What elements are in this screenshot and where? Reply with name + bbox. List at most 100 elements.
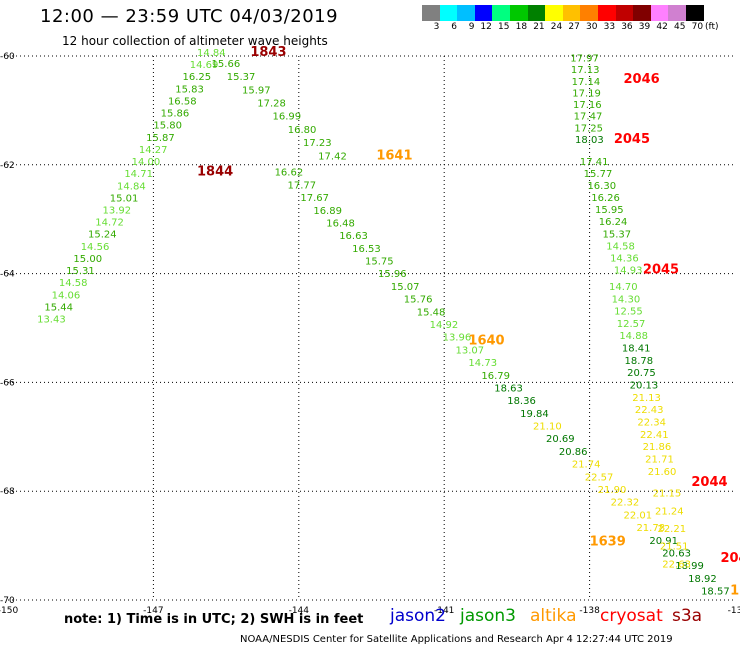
wave-height-value: 17.14 (572, 77, 601, 88)
wave-height-value: 16.63 (339, 231, 368, 242)
wave-height-value: 21.74 (572, 460, 601, 471)
scale-swatch (685, 5, 704, 21)
wave-height-value: 12.55 (614, 307, 643, 318)
wave-height-value: 16.58 (168, 96, 197, 107)
wave-height-value: 17.25 (574, 123, 603, 134)
note-text: note: 1) Time is in UTC; 2) SWH is in fe… (64, 612, 364, 627)
lat-tick-label: -60 (0, 52, 15, 62)
scale-label: 70 (691, 22, 704, 32)
scale-label: 3 (433, 22, 440, 32)
color-scale (422, 5, 704, 21)
wave-height-value: 12.57 (617, 319, 646, 330)
lon-tick-label: -138 (579, 606, 600, 616)
wave-height-value: 15.31 (66, 266, 95, 277)
wave-height-value: 15.75 (365, 257, 394, 268)
lon-tick-label: -150 (0, 606, 18, 616)
wave-height-value: 14.73 (468, 358, 497, 369)
lat-tick-label: -64 (0, 270, 15, 280)
wave-height-value: 20.63 (662, 548, 691, 559)
wave-height-value: 14.93 (614, 266, 643, 277)
wave-height-value: 16.80 (288, 125, 317, 136)
wave-height-value: 18.03 (575, 135, 604, 146)
wave-height-value: 15.48 (417, 307, 446, 318)
pass-label: 163 (730, 584, 740, 599)
scale-swatch (650, 5, 669, 21)
scale-label: 45 (674, 22, 686, 32)
wave-height-value: 16.53 (352, 244, 381, 255)
pass-label: 2045 (614, 132, 650, 147)
wave-height-value: 13.07 (456, 345, 485, 356)
wave-height-value: 16.89 (313, 206, 342, 217)
wave-height-value: 15.87 (146, 133, 175, 144)
scale-label: 39 (638, 22, 651, 32)
wave-height-value: 14.27 (139, 145, 168, 156)
wave-height-value: 18.78 (624, 356, 653, 367)
wave-height-value: 15.95 (595, 205, 624, 216)
wave-height-value: 21.10 (533, 422, 562, 433)
wave-height-value: 14.92 (430, 320, 459, 331)
wave-height-value: 13.92 (103, 206, 132, 217)
wave-height-value: 18.36 (507, 396, 536, 407)
wave-height-value: 14.72 (95, 218, 124, 229)
wave-height-value: 20.69 (546, 434, 575, 445)
wave-height-value: 16.99 (272, 112, 301, 123)
wave-height-value: 17.19 (572, 88, 601, 99)
wave-height-value: 16.25 (182, 72, 211, 83)
wave-height-value: 14.88 (619, 331, 648, 342)
lat-tick-label: -68 (0, 487, 15, 497)
wave-height-value: 17.41 (580, 157, 609, 168)
wave-height-value: 22.43 (635, 405, 664, 416)
wave-height-value: 22.32 (611, 498, 640, 509)
wave-height-value: 15.76 (404, 295, 433, 306)
scale-swatch (422, 5, 440, 21)
wave-height-value: 16.48 (326, 218, 355, 229)
scale-label: 9 (468, 22, 475, 32)
pass-label: 2045 (643, 263, 679, 278)
pass-label: 1641 (376, 148, 412, 163)
wave-height-value: 21.86 (643, 442, 672, 453)
wave-height-value: 17.42 (318, 151, 347, 162)
wave-height-value: 21.60 (648, 467, 677, 478)
wave-height-value: 21.24 (655, 506, 684, 517)
wave-height-value: 15.44 (44, 302, 73, 313)
pass-label: 1843 (250, 45, 286, 60)
scale-label: 27 (568, 22, 580, 32)
lon-tick-label: -144 (289, 606, 310, 616)
wave-height-value: 14.56 (81, 242, 110, 253)
wave-height-value: 20.13 (630, 381, 659, 392)
wave-height-value: 17.97 (570, 53, 599, 64)
wave-height-value: 14.84 (197, 48, 226, 59)
scale-unit: (ft) (705, 22, 719, 32)
credit-text: NOAA/NESDIS Center for Satellite Applica… (240, 634, 673, 645)
scale-label: 12 (480, 22, 492, 32)
wave-height-value: 14.70 (609, 282, 638, 293)
wave-height-value: 17.77 (287, 180, 316, 191)
wave-height-value: 16.62 (275, 168, 304, 179)
scale-swatch (474, 5, 493, 21)
scale-label: 30 (586, 22, 598, 32)
wave-height-value: 18.41 (622, 344, 651, 355)
wave-height-value: 15.66 (212, 59, 241, 70)
wave-height-value: 14.69 (190, 60, 219, 71)
wave-height-value: 21.51 (660, 542, 689, 553)
wave-height-value: 14.58 (606, 241, 635, 252)
wave-height-value: 21.71 (645, 455, 674, 466)
pass-label: 1639 (590, 535, 626, 550)
scale-swatch (597, 5, 616, 21)
scale-label: 21 (533, 22, 545, 32)
wave-height-value: 14.30 (612, 294, 641, 305)
wave-height-value: 16.30 (587, 181, 616, 192)
scale-label: 24 (550, 22, 563, 32)
wave-height-value: 18.63 (494, 383, 523, 394)
scale-label: 6 (451, 22, 457, 32)
wave-height-value: 21.15 (653, 489, 682, 500)
scale-swatch (580, 5, 598, 21)
scale-swatch (492, 5, 510, 21)
wave-height-value: 14.58 (59, 278, 88, 289)
scale-swatch (633, 5, 651, 21)
wave-height-value: 17.23 (303, 138, 332, 149)
scale-label: 18 (515, 22, 528, 32)
legend-cryosat: cryosat (600, 606, 663, 626)
scale-swatch (439, 5, 458, 21)
